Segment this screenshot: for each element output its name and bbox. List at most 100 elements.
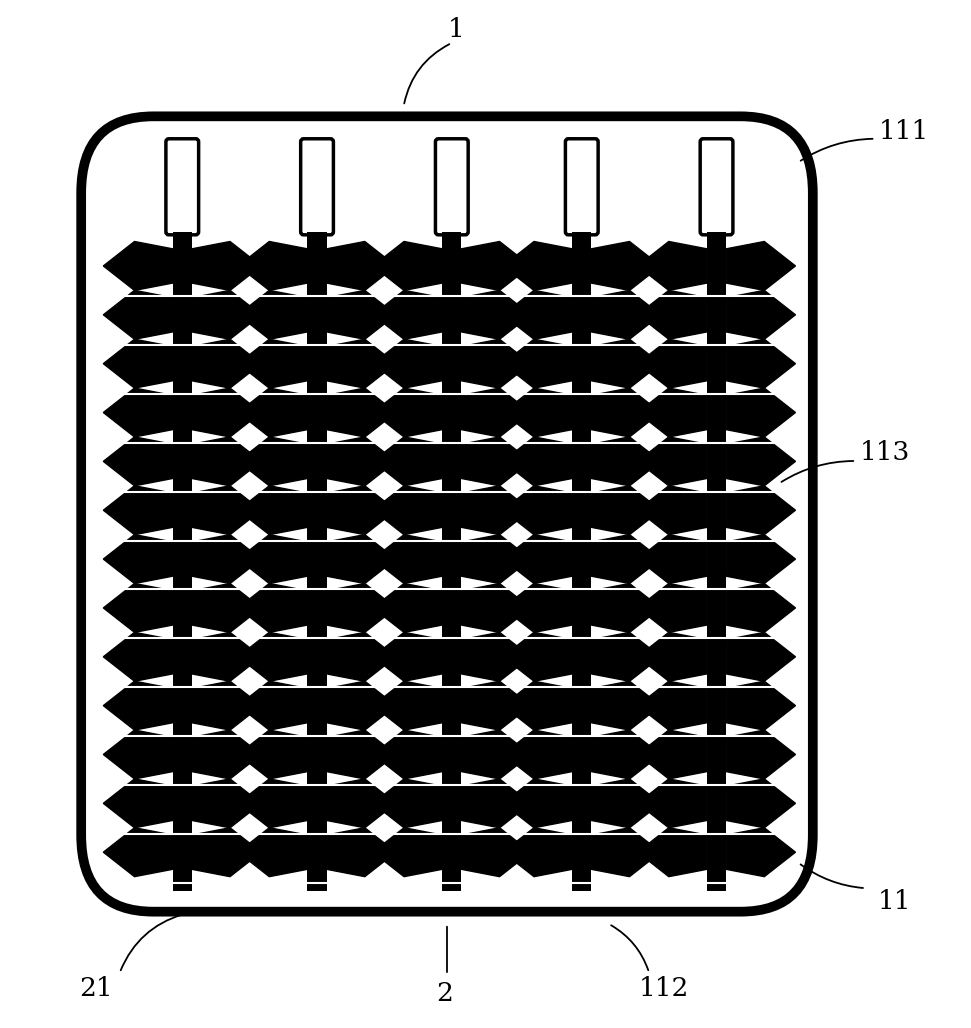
Polygon shape <box>461 730 531 779</box>
Polygon shape <box>373 584 442 632</box>
Polygon shape <box>638 779 707 828</box>
Polygon shape <box>373 632 442 682</box>
Polygon shape <box>726 290 795 339</box>
Polygon shape <box>503 242 572 291</box>
Polygon shape <box>238 779 308 828</box>
Polygon shape <box>591 290 660 339</box>
Polygon shape <box>726 242 795 291</box>
Polygon shape <box>503 779 572 828</box>
Polygon shape <box>192 828 261 877</box>
Polygon shape <box>103 486 173 535</box>
Polygon shape <box>192 437 261 486</box>
Polygon shape <box>103 682 173 730</box>
Polygon shape <box>373 730 442 779</box>
Polygon shape <box>591 535 660 584</box>
Polygon shape <box>238 730 308 779</box>
Polygon shape <box>461 339 531 389</box>
Polygon shape <box>461 779 531 828</box>
Polygon shape <box>591 339 660 389</box>
Polygon shape <box>461 486 531 535</box>
Polygon shape <box>192 535 261 584</box>
FancyBboxPatch shape <box>82 116 813 912</box>
Polygon shape <box>591 682 660 730</box>
Polygon shape <box>238 535 308 584</box>
Polygon shape <box>326 339 396 389</box>
Bar <box>572 231 591 891</box>
FancyBboxPatch shape <box>565 139 598 234</box>
Bar <box>173 231 192 891</box>
Polygon shape <box>503 535 572 584</box>
Polygon shape <box>103 584 173 632</box>
Polygon shape <box>638 682 707 730</box>
Polygon shape <box>638 290 707 339</box>
Polygon shape <box>192 632 261 682</box>
Polygon shape <box>503 339 572 389</box>
Polygon shape <box>591 242 660 291</box>
Polygon shape <box>192 779 261 828</box>
Polygon shape <box>591 632 660 682</box>
Polygon shape <box>326 779 396 828</box>
Polygon shape <box>373 388 442 437</box>
Polygon shape <box>103 437 173 486</box>
Polygon shape <box>326 584 396 632</box>
Polygon shape <box>638 486 707 535</box>
Polygon shape <box>326 486 396 535</box>
Polygon shape <box>238 828 308 877</box>
Polygon shape <box>326 437 396 486</box>
Text: 111: 111 <box>879 119 929 144</box>
Polygon shape <box>238 632 308 682</box>
Polygon shape <box>192 682 261 730</box>
Polygon shape <box>638 730 707 779</box>
Polygon shape <box>103 632 173 682</box>
Polygon shape <box>638 535 707 584</box>
Text: 1: 1 <box>449 17 465 42</box>
Polygon shape <box>461 290 531 339</box>
Polygon shape <box>326 828 396 877</box>
Polygon shape <box>461 828 531 877</box>
Polygon shape <box>192 388 261 437</box>
Bar <box>442 231 461 891</box>
Polygon shape <box>103 779 173 828</box>
Polygon shape <box>461 682 531 730</box>
Text: 112: 112 <box>638 976 688 1000</box>
Polygon shape <box>638 584 707 632</box>
Polygon shape <box>103 535 173 584</box>
Polygon shape <box>726 486 795 535</box>
Bar <box>707 231 726 891</box>
Polygon shape <box>726 535 795 584</box>
Polygon shape <box>591 486 660 535</box>
Polygon shape <box>503 730 572 779</box>
Polygon shape <box>591 730 660 779</box>
Polygon shape <box>503 682 572 730</box>
Text: 11: 11 <box>878 889 912 914</box>
Polygon shape <box>503 584 572 632</box>
Polygon shape <box>461 242 531 291</box>
Polygon shape <box>591 828 660 877</box>
Polygon shape <box>503 632 572 682</box>
Polygon shape <box>373 486 442 535</box>
Polygon shape <box>638 339 707 389</box>
Polygon shape <box>103 339 173 389</box>
FancyBboxPatch shape <box>166 139 199 234</box>
Polygon shape <box>726 339 795 389</box>
Polygon shape <box>373 242 442 291</box>
Polygon shape <box>461 437 531 486</box>
FancyBboxPatch shape <box>301 139 333 234</box>
Polygon shape <box>461 584 531 632</box>
Polygon shape <box>238 339 308 389</box>
Polygon shape <box>461 632 531 682</box>
Polygon shape <box>238 584 308 632</box>
Polygon shape <box>461 388 531 437</box>
Polygon shape <box>503 828 572 877</box>
FancyBboxPatch shape <box>700 139 733 234</box>
Polygon shape <box>591 437 660 486</box>
Polygon shape <box>726 437 795 486</box>
Polygon shape <box>373 779 442 828</box>
Polygon shape <box>238 242 308 291</box>
Polygon shape <box>373 828 442 877</box>
Polygon shape <box>103 242 173 291</box>
Polygon shape <box>726 828 795 877</box>
Polygon shape <box>238 486 308 535</box>
Polygon shape <box>373 437 442 486</box>
Polygon shape <box>373 290 442 339</box>
